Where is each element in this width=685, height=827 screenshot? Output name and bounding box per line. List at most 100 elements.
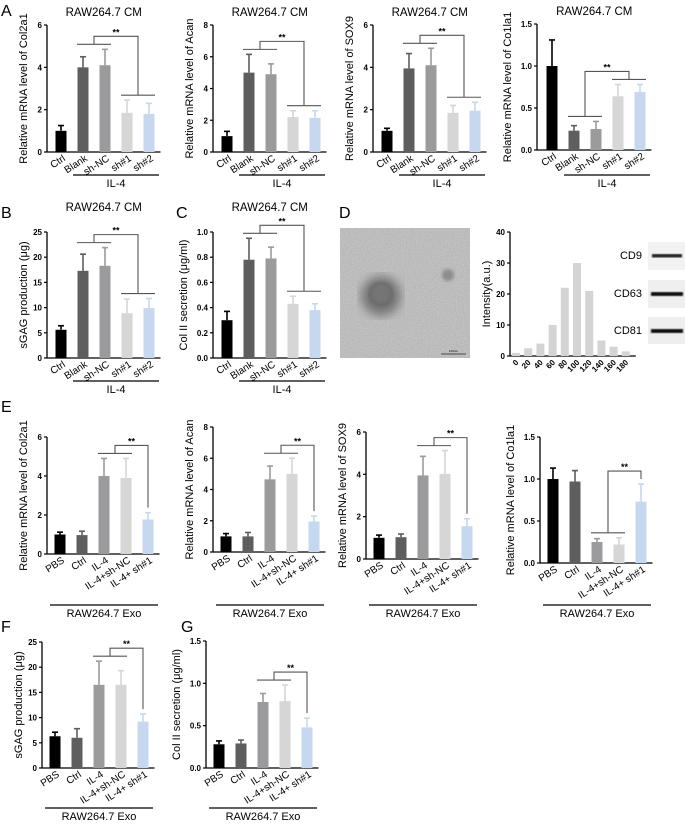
bar-Ctrl [221,136,233,152]
x-tick-label: sh-NC [573,151,603,176]
x-tick-label: sh-NC [248,153,278,178]
group-label: IL-4 [598,178,617,190]
bar-sh-NC [425,65,437,152]
significance-bracket: ** [77,226,155,295]
bar-sh#2 [309,310,321,358]
bar-IL-4+ sh#1 [635,501,647,563]
group-label: IL-4 [107,178,126,190]
significance-bracket: ** [243,32,321,107]
bar-IL-4+sh-NC [120,477,132,554]
significance-label: ** [603,62,611,72]
bar-IL-4+ sh#1 [137,721,149,768]
y-axis-label: Relative mRNA level of SOX9 [337,423,349,568]
blot-label-cd9: CD9 [620,250,642,262]
bar-0 [512,352,520,356]
y-tick-label: 0 [357,555,362,564]
x-tick-label: 0 [511,358,521,368]
y-tick-label: 2 [204,517,209,526]
x-tick-label: sh-NC [408,153,438,178]
significance-bracket: ** [264,436,315,512]
y-axis-label: Relative mRNA level of Col2a1 [18,13,30,163]
significance-label: ** [278,216,286,226]
y-axis-label: sGAG production (μg) [13,651,25,758]
bar-160 [609,346,618,356]
x-tick-label: PBS [537,564,560,584]
bar-Ctrl [381,130,393,152]
bar-Blank [243,259,255,358]
bar-sh-NC [265,74,277,152]
bar-sh#2 [309,117,321,152]
y-tick-label: 0.5 [524,517,536,526]
y-tick-label: 0 [38,148,43,157]
x-tick-label: sh#2 [131,153,156,174]
chart-0: 0 2 4 6 Relative mRNA level of Col2a1 RAW264.… [18,7,161,190]
bar-80 [560,287,569,356]
y-tick-label: 0.5 [190,722,202,731]
significance-bracket: ** [403,26,481,98]
y-tick-label: 40 [496,228,505,237]
group-label: IL-4 [107,384,126,396]
y-tick-label: 6 [364,21,369,30]
bar-sh#1 [121,313,133,358]
y-axis-label: Intensity(a.u.) [481,261,493,328]
bar-sh#2 [143,308,155,358]
y-tick-label: 10 [496,321,505,330]
significance-bracket: ** [77,27,155,96]
significance-label: ** [447,429,455,439]
y-tick-label: 0 [501,352,506,361]
y-axis-label: Relative mRNA level of Co1la1 [505,425,517,575]
bar-IL-4 [257,701,269,768]
y-tick-label: 6 [357,428,362,437]
y-tick-label: 0 [204,548,209,557]
significance-bracket: ** [98,436,149,508]
panel-label-g: G [181,619,193,636]
x-tick-label: sh#1 [435,153,460,174]
bar-PBS [373,537,385,559]
y-tick-label: 15 [28,688,37,697]
bar-sh-NC [99,265,111,358]
bar-sh#2 [469,110,481,152]
y-tick-label: 6 [204,53,209,62]
x-tick-label: sh#2 [297,153,322,174]
bar-PBS [213,744,225,768]
bar-IL-4+ sh#1 [301,727,313,768]
x-tick-label: PBS [363,560,386,580]
group-label: RAW264.7 Exo [226,811,301,823]
bar-sh#1 [121,112,133,152]
significance-label: ** [128,436,136,446]
y-tick-label: 0.0 [521,146,533,155]
x-tick-label: 180 [614,358,630,374]
y-tick-label: 2 [38,511,43,520]
y-tick-label: 1.5 [521,20,533,29]
x-tick-label: sh#2 [622,151,647,172]
bar-140 [597,340,606,356]
bar-180 [621,351,630,356]
y-tick-label: 0.6 [197,278,209,287]
y-tick-label: 30 [496,259,505,268]
bar-sh#2 [143,113,155,152]
chart-12: 0.0 0.5 1.0 1.5 Col II secretion (μg/ml) PBS C… [171,637,319,823]
blot-label-cd81: CD81 [614,325,642,337]
bar-IL-4 [98,476,110,554]
y-tick-label: 4 [38,63,43,72]
x-tick-label: sh#2 [297,359,322,380]
exosome-particle [361,276,401,316]
bar-PBS [49,736,61,768]
bar-sh#1 [287,117,299,152]
group-label: IL-4 [273,178,292,190]
bar-PBS [547,479,559,563]
chart-3: 0.0 0.5 1.0 1.5 Relative mRNA level of Co1la… [502,6,652,190]
bar-sh#1 [447,112,459,152]
y-tick-label: 1.0 [521,62,533,71]
significance-label: ** [438,26,446,36]
bar-sh#1 [287,303,299,358]
y-axis-label: Col II secretion (μg/ml) [178,240,190,351]
x-tick-label: sh-NC [248,359,278,384]
y-tick-label: 2 [357,513,362,522]
y-axis-label: Relative mRNA level of Acan [184,18,196,158]
y-tick-label: 0 [38,354,43,363]
x-tick-label: PBS [39,769,62,789]
x-tick-label: sh#1 [275,153,300,174]
